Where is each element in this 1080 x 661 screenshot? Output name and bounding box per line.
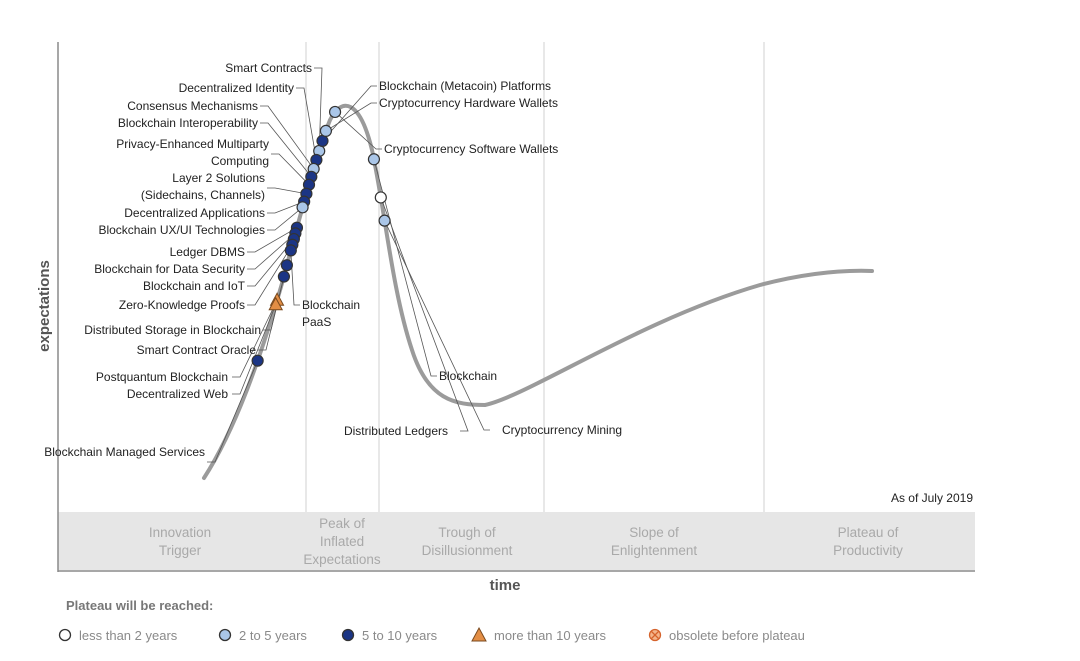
marker-blockchain xyxy=(367,153,381,166)
leader-line-layer-2-solutions-sidechains-channels xyxy=(267,187,307,195)
label-zero-knowledge-proofs: Zero-Knowledge Proofs xyxy=(119,298,245,312)
label-distributed-storage-in-blockchain: Distributed Storage in Blockchain xyxy=(84,323,261,337)
leader-line-distributed-ledgers xyxy=(380,197,469,432)
technology-markers xyxy=(251,105,391,367)
label-blockchain-and-iot: Blockchain and IoT xyxy=(143,279,246,293)
label-blockchain-ux-ui-technologies: Blockchain UX/UI Technologies xyxy=(98,223,265,237)
phase-innovation-trigger-line1: Innovation xyxy=(149,525,211,540)
label-cryptocurrency-mining: Cryptocurrency Mining xyxy=(502,423,622,437)
marker-blockchain-ux-ui-technologies xyxy=(296,201,309,214)
label-layer-2-solutions-sidechains-channels-line1: Layer 2 Solutions xyxy=(172,171,265,185)
phase-innovation-trigger-line2: Trigger xyxy=(159,543,202,558)
label-blockchain-managed-services: Blockchain Managed Services xyxy=(44,445,205,459)
label-blockchain-interoperability: Blockchain Interoperability xyxy=(118,116,258,130)
marker-cryptocurrency-hardware-wallets xyxy=(319,124,333,137)
marker-cryptocurrency-mining xyxy=(378,214,391,227)
phase-trough-line1: Trough of xyxy=(438,525,496,540)
label-decentralized-applications: Decentralized Applications xyxy=(124,206,265,220)
legend-label-obsolete: obsolete before plateau xyxy=(669,628,805,643)
legend: Plateau will be reached: less than 2 yea… xyxy=(58,598,805,643)
phase-band xyxy=(58,512,975,570)
marker-distributed-ledgers xyxy=(374,191,387,204)
phase-trough-line2: Disillusionment xyxy=(422,543,513,558)
label-blockchain-paas-line1: Blockchain xyxy=(302,298,360,312)
label-privacy-enhanced-multiparty-computing-line1: Privacy-Enhanced Multiparty xyxy=(116,137,269,151)
leader-line-blockchain-paas xyxy=(290,250,300,306)
label-privacy-enhanced-multiparty-computing-line2: Computing xyxy=(211,154,269,168)
as-of-date: As of July 2019 xyxy=(891,491,973,505)
marker-blockchain-metacoin-platforms xyxy=(316,134,329,147)
marker-blockchain-managed-services xyxy=(251,354,264,367)
label-layer-2-solutions-sidechains-channels-line2: (Sidechains, Channels) xyxy=(141,188,265,202)
phase-labels: Innovation Trigger Peak of Inflated Expe… xyxy=(149,516,903,567)
label-decentralized-web: Decentralized Web xyxy=(127,387,228,401)
label-cryptocurrency-hardware-wallets: Cryptocurrency Hardware Wallets xyxy=(379,96,558,110)
y-axis-label: expectations xyxy=(36,260,53,352)
leader-line-decentralized-identity xyxy=(296,87,317,160)
leader-line-blockchain-interoperability xyxy=(260,122,312,178)
leader-line-ledger-dbms xyxy=(247,227,298,253)
legend-label-gt10: more than 10 years xyxy=(494,628,607,643)
phase-plateau-line2: Productivity xyxy=(833,543,903,558)
leader-line-blockchain-for-data-security xyxy=(247,233,296,270)
label-smart-contracts: Smart Contracts xyxy=(225,61,312,75)
legend-title: Plateau will be reached: xyxy=(66,598,213,613)
marker-blockchain-paas xyxy=(284,244,297,257)
label-postquantum-blockchain: Postquantum Blockchain xyxy=(96,370,228,384)
marker-distributed-storage-in-blockchain xyxy=(280,259,293,272)
leader-line-blockchain-and-iot xyxy=(247,238,295,287)
legend-swatch-gt10 xyxy=(471,626,487,642)
leader-line-cryptocurrency-software-wallets xyxy=(334,111,382,150)
label-blockchain: Blockchain xyxy=(439,369,497,383)
label-consensus-mechanisms: Consensus Mechanisms xyxy=(127,99,258,113)
label-blockchain-metacoin-platforms: Blockchain (Metacoin) Platforms xyxy=(379,79,551,93)
leader-line-blockchain-managed-services xyxy=(207,360,259,463)
phase-slope-line1: Slope of xyxy=(629,525,679,540)
x-axis-label: time xyxy=(490,577,521,594)
phase-slope-line2: Enlightenment xyxy=(611,543,698,558)
leader-line-smart-contracts xyxy=(314,67,323,151)
legend-swatch-5to10 xyxy=(341,628,355,642)
label-decentralized-identity: Decentralized Identity xyxy=(179,81,294,95)
phase-peak-line3: Expectations xyxy=(303,552,381,567)
leader-line-blockchain xyxy=(373,159,437,377)
leader-line-privacy-enhanced-multiparty-computing xyxy=(271,153,310,185)
label-smart-contract-oracle: Smart Contract Oracle xyxy=(137,343,257,357)
leader-line-zero-knowledge-proofs xyxy=(247,244,293,306)
legend-swatch-lt2 xyxy=(58,628,72,642)
leader-line-postquantum-blockchain xyxy=(232,300,278,378)
label-blockchain-paas-line2: PaaS xyxy=(302,315,331,329)
marker-cryptocurrency-software-wallets xyxy=(328,105,342,119)
phase-peak-line1: Peak of xyxy=(319,516,365,531)
label-ledger-dbms: Ledger DBMS xyxy=(170,245,245,259)
leader-line-cryptocurrency-mining xyxy=(384,220,490,431)
legend-swatch-obsolete xyxy=(648,628,662,642)
legend-swatch-2to5 xyxy=(218,628,232,642)
technology-labels: Smart Contracts Decentralized Identity Blo… xyxy=(44,61,622,459)
label-blockchain-for-data-security: Blockchain for Data Security xyxy=(94,262,245,276)
leader-line-decentralized-web xyxy=(232,304,277,395)
phase-peak-line2: Inflated xyxy=(320,534,364,549)
legend-label-2to5: 2 to 5 years xyxy=(239,628,307,643)
phase-plateau-line1: Plateau of xyxy=(838,525,899,540)
leader-line-cryptocurrency-hardware-wallets xyxy=(325,102,377,132)
leader-line-decentralized-applications xyxy=(267,201,305,214)
legend-label-lt2: less than 2 years xyxy=(79,628,178,643)
legend-label-5to10: 5 to 10 years xyxy=(362,628,438,643)
leader-line-blockchain-ux-ui-technologies xyxy=(267,207,303,231)
label-cryptocurrency-software-wallets: Cryptocurrency Software Wallets xyxy=(384,142,558,156)
marker-decentralized-web xyxy=(268,296,284,311)
leader-line-consensus-mechanisms xyxy=(260,105,314,170)
label-distributed-ledgers: Distributed Ledgers xyxy=(344,424,448,438)
marker-smart-contract-oracle xyxy=(277,270,291,283)
